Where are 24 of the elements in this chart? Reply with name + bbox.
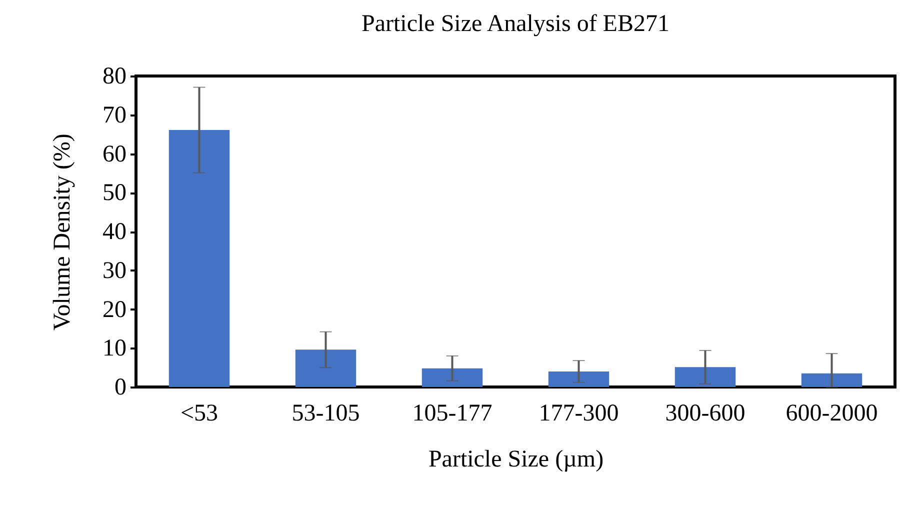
x-tick-label: 53-105 (292, 400, 360, 426)
bar (548, 371, 610, 387)
y-tick-label: 60 (102, 141, 126, 168)
y-tick-label: 30 (102, 258, 126, 284)
y-tick-label: 70 (102, 102, 126, 128)
y-axis-title: Volume Density (%) (50, 134, 76, 330)
y-tick-label: 50 (102, 180, 126, 206)
y-tick-label: 0 (114, 374, 126, 400)
x-tick-label: <53 (180, 400, 218, 426)
x-tick-label: 300-600 (665, 400, 746, 426)
chart-title: Particle Size Analysis of EB271 (362, 11, 670, 37)
bar (295, 350, 356, 387)
x-tick-label: 105-177 (412, 400, 492, 426)
x-axis-title: Particle Size (µm) (428, 446, 604, 472)
y-tick-label: 20 (102, 296, 126, 323)
bar (168, 130, 230, 387)
bar (422, 368, 483, 387)
y-tick-label: 10 (102, 336, 126, 362)
bar (674, 367, 736, 387)
y-tick-label: 40 (102, 219, 126, 245)
x-tick-label: 600-2000 (786, 400, 878, 426)
bar (801, 373, 862, 387)
y-tick-label: 80 (102, 64, 126, 90)
x-tick-label: 177-300 (538, 400, 619, 426)
